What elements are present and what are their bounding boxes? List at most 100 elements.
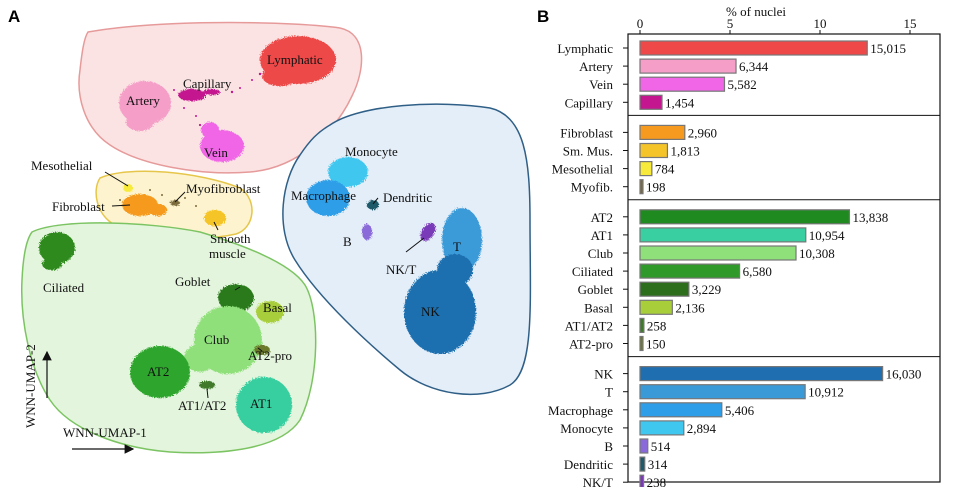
- bars: Lymphatic 15,015 Artery 6,344 Vein 5,582 Capil…: [548, 40, 940, 487]
- x-tick-label: 10: [814, 16, 827, 31]
- cluster-mesothelial-blob: [123, 184, 133, 192]
- data-label: 5,406: [725, 403, 755, 418]
- data-label: 258: [647, 318, 667, 333]
- category-label: Club: [588, 246, 613, 261]
- bar-nk: [639, 366, 884, 382]
- label-myofibroblast: Myofibroblast: [186, 181, 261, 196]
- label-ciliated: Ciliated: [43, 280, 85, 295]
- bar-at2: [639, 209, 851, 225]
- label-capillary: Capillary: [183, 76, 232, 91]
- category-label: Mesothelial: [552, 162, 614, 177]
- cluster-dendritic-blob: [367, 200, 379, 210]
- bar-chart-panel: B % of nuclei 0 5 10 15 Lymphatic 15,015 Arte…: [537, 4, 941, 487]
- data-label: 16,030: [886, 367, 922, 382]
- category-label: AT1: [591, 228, 613, 243]
- bar-at2-pro: [639, 335, 644, 352]
- category-label: Myofib.: [571, 180, 613, 195]
- cluster-at1-blob: [236, 377, 292, 433]
- data-label: 6,344: [739, 59, 769, 74]
- data-label: 784: [655, 162, 675, 177]
- label-lymphatic: Lymphatic: [267, 52, 323, 67]
- category-label: B: [604, 439, 613, 454]
- data-label: 10,912: [808, 385, 844, 400]
- label-artery: Artery: [126, 93, 160, 108]
- category-label: Sm. Mus.: [563, 144, 613, 159]
- category-label: Fibroblast: [560, 125, 613, 140]
- x-tick-label: 15: [904, 16, 917, 31]
- bar-fibroblast: [639, 124, 686, 141]
- bar-lymphatic: [639, 40, 868, 56]
- label-vein: Vein: [204, 145, 228, 160]
- bar-sm-mus-: [639, 142, 669, 159]
- bar-ciliated: [639, 263, 741, 279]
- bar-monocyte: [639, 420, 685, 436]
- bar-dendritic: [639, 456, 646, 472]
- data-label: 10,954: [809, 228, 845, 243]
- cluster-at2pro-blob: [254, 345, 270, 355]
- category-label: Basal: [584, 300, 613, 315]
- category-label: NK/T: [583, 475, 613, 487]
- bar-macrophage: [639, 402, 723, 418]
- data-label: 2,894: [687, 421, 717, 436]
- data-label: 5,582: [727, 77, 756, 92]
- label-dendritic: Dendritic: [383, 190, 432, 205]
- data-label: 150: [646, 337, 666, 352]
- stromal-scatter-dots: [119, 189, 197, 207]
- label-goblet: Goblet: [175, 274, 211, 289]
- bar-t: [639, 384, 806, 400]
- data-label: 15,015: [870, 41, 906, 56]
- data-label: 198: [646, 180, 666, 195]
- category-label: Goblet: [578, 282, 614, 297]
- category-label: Vein: [589, 77, 613, 92]
- data-label: 1,813: [670, 144, 699, 159]
- data-label: 6,580: [743, 264, 772, 279]
- bar-myofib-: [639, 179, 644, 195]
- bar-artery: [639, 58, 737, 74]
- x-tick-label: 5: [727, 16, 734, 31]
- bar-mesothelial: [639, 161, 653, 177]
- capillary-scatter-dots: [173, 72, 262, 127]
- immune-group-outline: [282, 103, 532, 395]
- cluster-nkt-blob: [420, 223, 436, 241]
- label-nk: NK: [421, 304, 440, 319]
- category-label: NK: [594, 367, 613, 382]
- label-at1: AT1: [250, 396, 272, 411]
- bar-goblet: [639, 281, 690, 297]
- label-club: Club: [204, 332, 229, 347]
- category-label: Dendritic: [564, 457, 613, 472]
- label-mesothelial: Mesothelial: [31, 158, 93, 173]
- label-nkt: NK/T: [386, 262, 416, 277]
- label-at1at2: AT1/AT2: [178, 398, 226, 413]
- label-fibroblast: Fibroblast: [52, 199, 105, 214]
- data-label: 13,838: [852, 210, 888, 225]
- cluster-smooth-muscle-blob: [204, 210, 226, 226]
- bar-at1: [639, 227, 807, 243]
- label-smooth: Smooth: [210, 231, 251, 246]
- data-label: 1,454: [665, 95, 695, 110]
- cluster-at2-blob: [130, 346, 190, 398]
- x-axis-ticks: 0 5 10 15: [637, 16, 917, 34]
- data-label: 514: [651, 439, 671, 454]
- data-label: 10,308: [799, 246, 835, 261]
- cluster-artery-blob: [119, 81, 171, 131]
- cluster-lymphatic-blob: [260, 36, 336, 86]
- label-at2: AT2: [147, 364, 169, 379]
- category-label: AT1/AT2: [565, 318, 613, 333]
- label-monocyte: Monocyte: [345, 144, 398, 159]
- bar-at1-at2: [639, 317, 645, 333]
- bar-basal: [639, 299, 673, 315]
- cluster-vein-blob: [200, 122, 244, 162]
- data-label: 2,136: [675, 300, 705, 315]
- x-tick-label: 0: [637, 16, 644, 31]
- cluster-goblet-blob: [218, 284, 254, 312]
- category-label: Artery: [579, 59, 613, 74]
- label-at2pro: AT2-pro: [248, 348, 292, 363]
- label-basal: Basal: [263, 300, 292, 315]
- category-label: Monocyte: [560, 421, 613, 436]
- plot-frame: [627, 33, 941, 483]
- label-t: T: [453, 239, 461, 254]
- category-label: Capillary: [565, 95, 614, 110]
- cluster-capillary-blob: [178, 89, 220, 101]
- leader-lines: [104, 171, 425, 399]
- cluster-monocyte-blob: [328, 157, 368, 187]
